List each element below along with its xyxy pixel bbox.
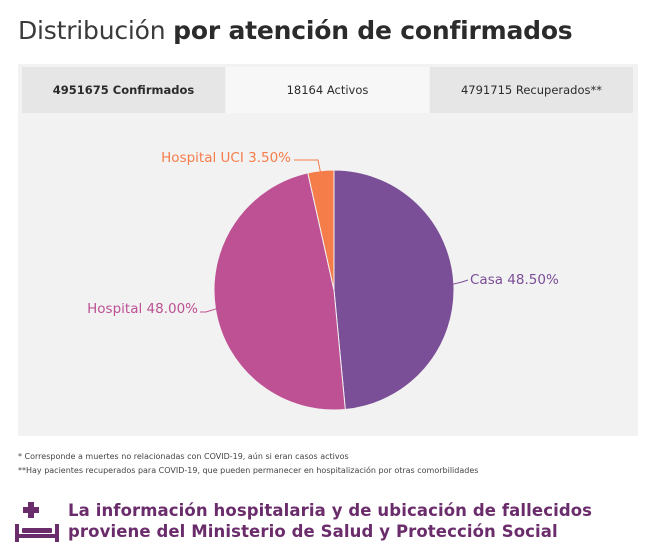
tab-recuperados[interactable]: 4791715 Recuperados** [430, 67, 634, 113]
source-line-1: La información hospitalaria y de ubicaci… [68, 501, 593, 520]
slice-label: Hospital 48.00% [87, 301, 198, 317]
slice-label: Hospital UCI 3.50% [161, 150, 291, 166]
leader-line [451, 279, 469, 285]
title-bold: por atención de confirmados [173, 16, 573, 45]
tab-bar: 4951675 Confirmados 18164 Activos 479171… [22, 67, 634, 113]
source-text: La información hospitalaria y de ubicaci… [68, 500, 592, 542]
page-title: Distribución por atención de confirmados [18, 16, 573, 45]
leader-line [294, 159, 322, 173]
hospital-bed-icon [14, 500, 60, 544]
footnote-2: **Hay pacientes recuperados para COVID-1… [18, 466, 479, 475]
footnotes: * Corresponde a muertes no relacionadas … [18, 450, 478, 478]
slice-label: Casa 48.50% [470, 272, 559, 288]
title-light: Distribución [18, 16, 166, 45]
footnote-1: * Corresponde a muertes no relacionadas … [18, 452, 349, 461]
pie-slice-casa [333, 169, 455, 411]
tab-activos[interactable]: 18164 Activos [226, 67, 430, 113]
source-line-2: proviene del Ministerio de Salud y Prote… [68, 522, 558, 541]
leader-line [200, 307, 218, 313]
pie-slice-hospital-uci [307, 169, 335, 291]
tab-confirmados[interactable]: 4951675 Confirmados [22, 67, 226, 113]
source-note: La información hospitalaria y de ubicaci… [14, 500, 592, 544]
